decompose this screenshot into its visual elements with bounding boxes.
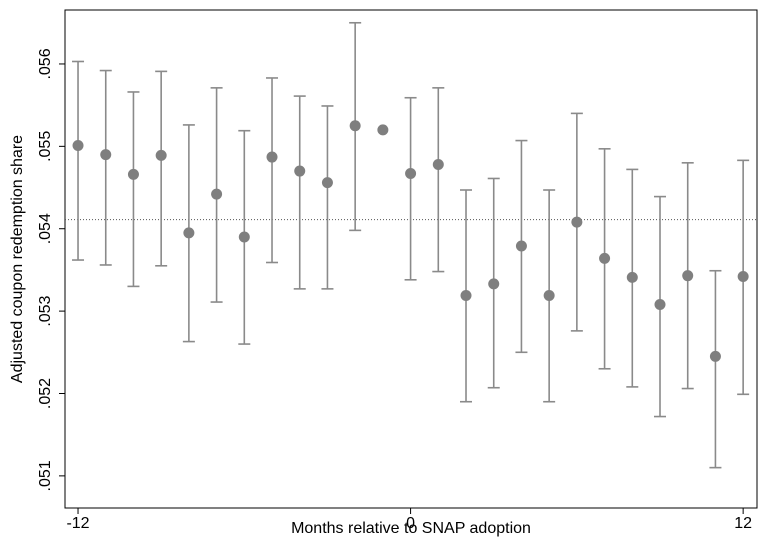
point (72, 140, 84, 152)
x-tick-label: 0 (406, 515, 415, 532)
point (266, 151, 278, 163)
y-tick-label: .056 (37, 48, 54, 79)
y-tick-label: .053 (37, 295, 54, 326)
point (211, 188, 223, 200)
point (155, 149, 167, 161)
point (321, 177, 333, 189)
point (488, 278, 500, 290)
point (626, 271, 638, 283)
point (183, 227, 195, 239)
point (599, 252, 611, 264)
point (377, 124, 389, 136)
y-axis-label: Adjusted coupon redemption share (9, 135, 26, 383)
point (432, 158, 444, 170)
point (127, 168, 139, 180)
point (100, 149, 112, 161)
point (349, 120, 361, 132)
y-tick-label: .051 (37, 460, 54, 491)
x-tick-label: 12 (734, 515, 752, 532)
y-tick-label: .054 (37, 213, 54, 244)
point (405, 168, 417, 180)
point (709, 350, 721, 362)
point (238, 231, 250, 243)
point (737, 271, 749, 283)
point (682, 270, 694, 282)
point (543, 289, 555, 301)
x-axis-label: Months relative to SNAP adoption (291, 520, 531, 537)
point (294, 165, 306, 177)
point (571, 216, 583, 228)
y-tick-label: .055 (37, 131, 54, 162)
point (515, 240, 527, 252)
y-tick-label: .052 (37, 378, 54, 409)
x-tick-label: -12 (66, 515, 89, 532)
point (654, 299, 666, 311)
point (460, 289, 472, 301)
